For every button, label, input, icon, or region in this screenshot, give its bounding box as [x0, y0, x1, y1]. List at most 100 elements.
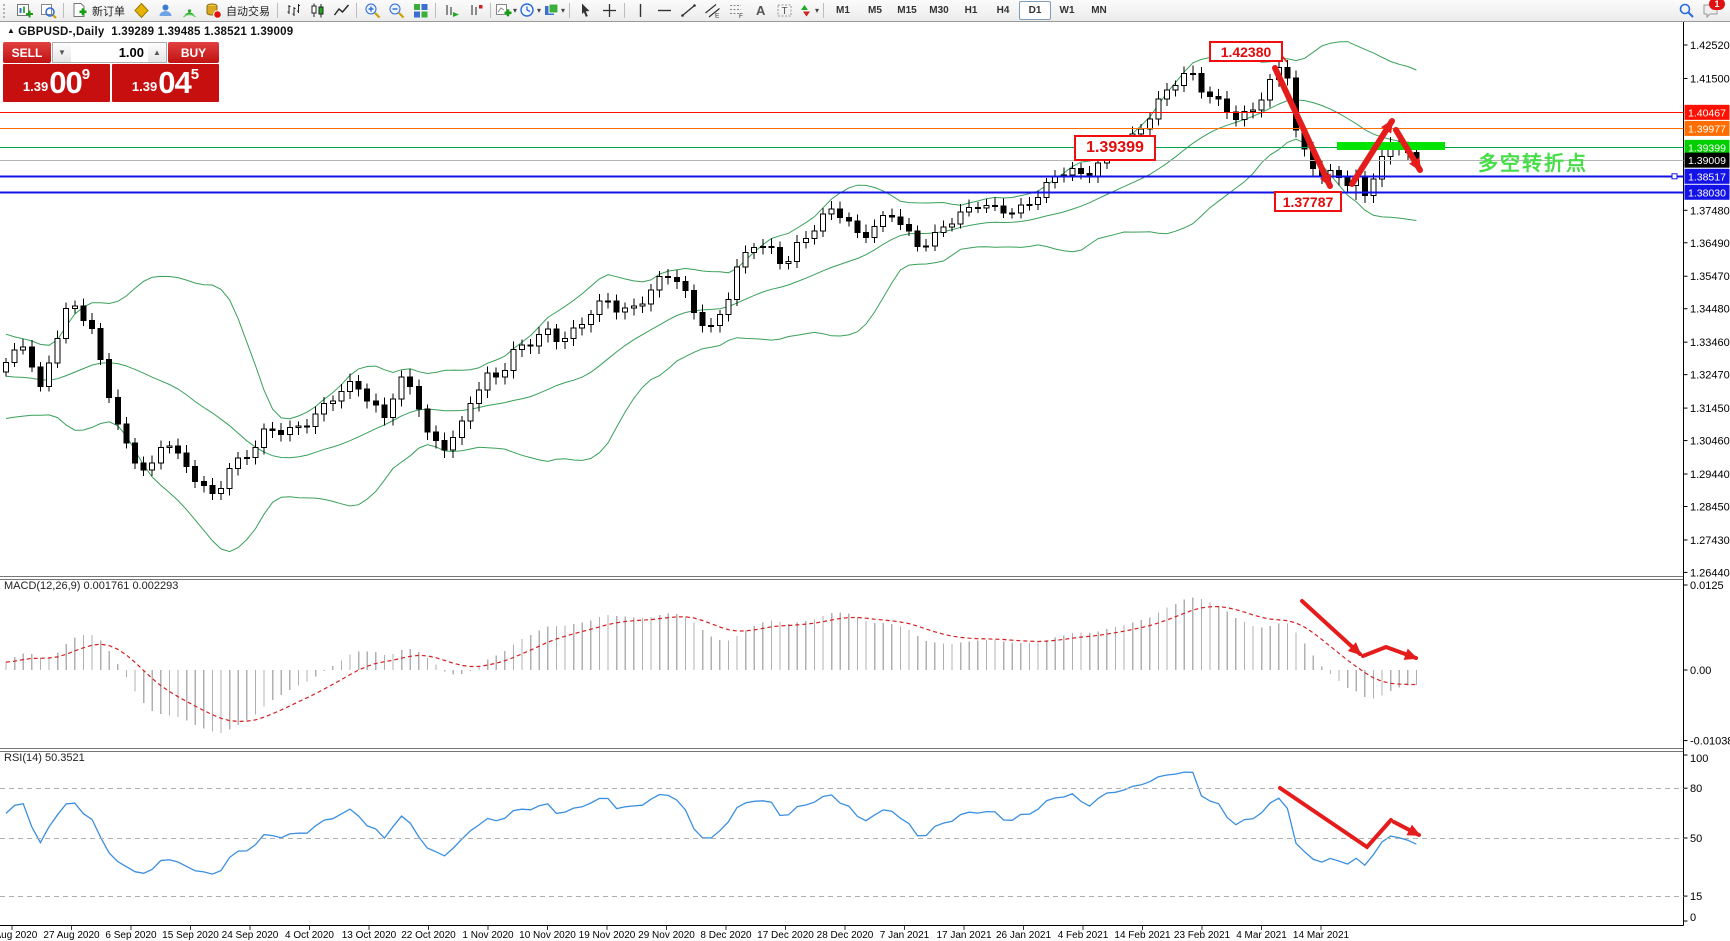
candle-bull [1017, 204, 1024, 214]
text-label-icon[interactable]: T [772, 0, 796, 21]
macd-scale-label: 0.00 [1690, 665, 1711, 677]
timeframe-button-W1[interactable]: W1 [1059, 5, 1075, 16]
candle-bull [1241, 110, 1248, 120]
candle-bull [1035, 197, 1041, 206]
autotrading-icon[interactable] [201, 0, 225, 21]
community-icon[interactable] [153, 0, 177, 21]
sell-price[interactable]: 1.39 00 9 [3, 64, 110, 102]
zoom-in-icon[interactable] [360, 0, 384, 21]
trend-arrow[interactable] [1349, 118, 1395, 187]
equidistant-channel-icon[interactable]: E [700, 0, 724, 21]
chat-notifications-icon[interactable]: 1 [1698, 0, 1725, 21]
volume-increase-button[interactable]: ▲ [148, 43, 166, 62]
date-label: 13 Oct 2020 [342, 930, 397, 941]
candle-bull [1250, 109, 1256, 112]
date-label: 27 Aug 2020 [43, 930, 100, 941]
volume-input[interactable] [71, 43, 148, 62]
candle-bull [1052, 176, 1059, 184]
rsi-pane-label: RSI(14) 50.3521 [4, 752, 85, 764]
date-label: 17 Jan 2021 [936, 930, 991, 941]
date-label: 7 Jan 2021 [880, 930, 930, 941]
price-scale[interactable]: 1.42520 1.41500 1.37480 1.36490 1.35470 1.344… [1683, 40, 1730, 924]
timeframe-button-H4[interactable]: H4 [996, 5, 1010, 16]
tile-windows-icon[interactable] [408, 0, 432, 21]
candlestick-chart-icon[interactable] [305, 0, 329, 21]
notification-badge: 1 [1709, 0, 1725, 10]
trend-arrow[interactable] [1278, 786, 1393, 850]
price-badge-label: 1.39399 [1688, 142, 1726, 154]
timeframe-button-H1[interactable]: H1 [964, 5, 978, 16]
chart-ohlc: 1.39289 1.39485 1.38521 1.39009 [111, 26, 294, 38]
candle-bull [1164, 89, 1170, 100]
trend-arrow[interactable] [1392, 820, 1421, 837]
date-scale[interactable]: 8 Aug 2020 27 Aug 2020 6 Sep 2020 15 Sep 20… [0, 926, 1350, 941]
signals-icon[interactable] [177, 0, 201, 21]
price-callout-label[interactable]: 1.37787 [1274, 191, 1342, 212]
timeframe-button-D1[interactable]: D1 [1019, 1, 1051, 20]
vertical-line-icon[interactable] [628, 0, 652, 21]
trend-arrow[interactable] [1300, 599, 1362, 656]
candle-bear [992, 205, 998, 208]
timeframe-button-M1[interactable]: M1 [836, 5, 850, 16]
date-label: 8 Aug 2020 [0, 930, 38, 941]
candle-bull [226, 468, 233, 490]
cursor-icon[interactable] [573, 0, 597, 21]
price-tick-label: 1.31450 [1690, 403, 1730, 415]
price-callout-label[interactable]: 1.39399 [1074, 135, 1156, 161]
price-callout-label[interactable]: 1.42380 [1209, 41, 1283, 62]
candle-bull [71, 305, 78, 309]
macd-value-signal: 0.002293 [132, 580, 179, 592]
candle-bull [1146, 118, 1153, 130]
trend-arrow[interactable] [1361, 644, 1418, 660]
candle-bull [570, 327, 577, 339]
price-tick-label: 1.32470 [1690, 370, 1730, 382]
market-icon[interactable] [129, 0, 153, 21]
trend-arrow[interactable] [1272, 65, 1333, 189]
volume-decrease-button[interactable]: ▼ [53, 43, 71, 62]
horizontal-line-icon[interactable] [652, 0, 676, 21]
candle-bull [1095, 162, 1102, 178]
autotrading-label[interactable]: 自动交易 [226, 5, 270, 18]
new-order-icon[interactable] [67, 0, 91, 21]
bar-chart-icon[interactable] [281, 0, 305, 21]
text-icon[interactable]: A [748, 0, 772, 21]
candle-bear [80, 305, 87, 321]
arrows-shapes-icon[interactable]: ▾ [796, 0, 820, 21]
buy-button[interactable]: BUY [168, 42, 219, 63]
crosshair-icon[interactable] [597, 0, 621, 21]
templates-icon[interactable]: ▾ [542, 0, 566, 21]
new-order-label[interactable]: 新订单 [92, 5, 125, 18]
bull-bear-pivot-note[interactable]: 多空转折点 [1478, 153, 1588, 175]
date-label: 19 Nov 2020 [579, 930, 636, 941]
toolbar-separator [823, 3, 824, 18]
chart-shift-icon[interactable] [463, 0, 487, 21]
timeframe-button-M5[interactable]: M5 [868, 5, 882, 16]
candle-bear [97, 328, 104, 360]
candle-bear [699, 312, 706, 326]
zoom-out-icon[interactable] [384, 0, 408, 21]
timeframe-button-M30[interactable]: M30 [929, 5, 949, 16]
periods-icon[interactable]: ▾ [518, 0, 542, 21]
trendline-icon[interactable] [676, 0, 700, 21]
fibonacci-icon[interactable]: F [724, 0, 748, 21]
buy-price[interactable]: 1.39 04 5 [112, 64, 219, 102]
rsi-value: 50.3521 [44, 752, 85, 764]
sell-button[interactable]: SELL [3, 42, 51, 63]
pivot-zone-bar[interactable] [1337, 142, 1445, 150]
candle-bear [114, 396, 121, 425]
candle-bear [673, 276, 680, 283]
search-icon[interactable] [1674, 0, 1698, 21]
trend-arrow[interactable] [1393, 127, 1423, 173]
new-chart-icon[interactable] [12, 0, 36, 21]
profiles-icon[interactable] [36, 0, 60, 21]
indicators-icon[interactable]: ▾ [494, 0, 518, 21]
candle-bear [132, 442, 138, 464]
toolbar-separator [490, 3, 491, 18]
line-chart-icon[interactable] [329, 0, 353, 21]
timeframe-button-M15[interactable]: M15 [897, 5, 917, 16]
toolbar-separator [277, 3, 278, 18]
candle-bull [1181, 73, 1188, 86]
timeframe-button-MN[interactable]: MN [1091, 5, 1107, 16]
auto-scroll-icon[interactable] [439, 0, 463, 21]
